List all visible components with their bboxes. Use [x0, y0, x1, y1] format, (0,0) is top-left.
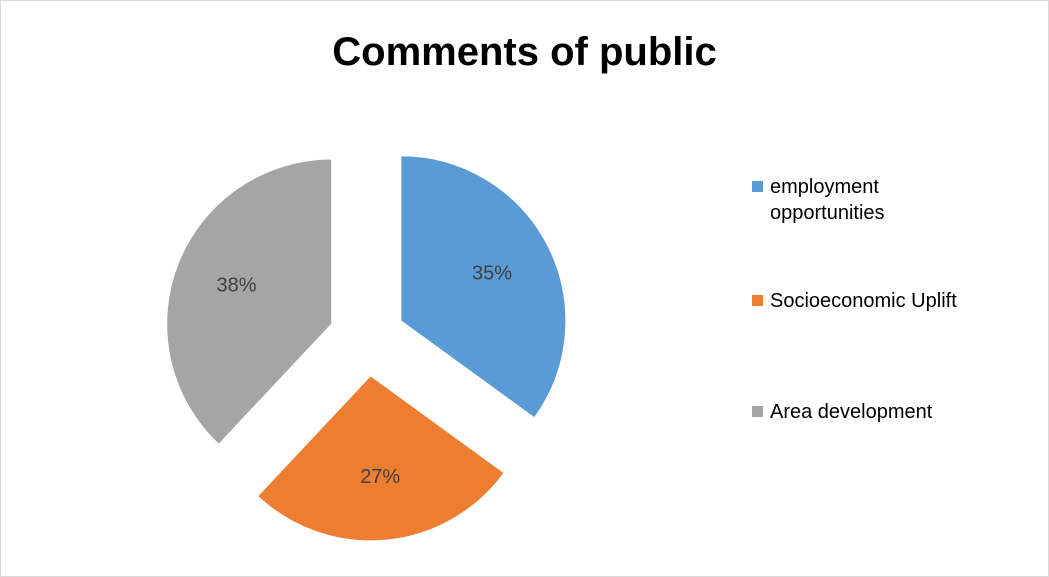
data-label-employment-opportunities: 35% [472, 263, 512, 285]
legend-label-area-development: Area development [770, 401, 933, 423]
chart-title: Comments of public [332, 30, 717, 74]
data-label-area-development: 38% [217, 275, 257, 297]
pie-slice-socioeconomic-uplift [256, 375, 505, 542]
legend-swatch-employment-opportunities [752, 181, 763, 192]
legend-swatch-area-development [752, 406, 763, 417]
legend-swatch-socioeconomic-uplift [752, 295, 763, 306]
data-label-socioeconomic-uplift: 27% [360, 466, 400, 488]
pie-slice-area-development [166, 158, 333, 445]
legend-label-socioeconomic-uplift: Socioeconomic Uplift [770, 290, 957, 312]
legend-label-employment-opportunities: employment opportunities [770, 176, 885, 224]
pie-slice-employment-opportunities [400, 155, 567, 419]
